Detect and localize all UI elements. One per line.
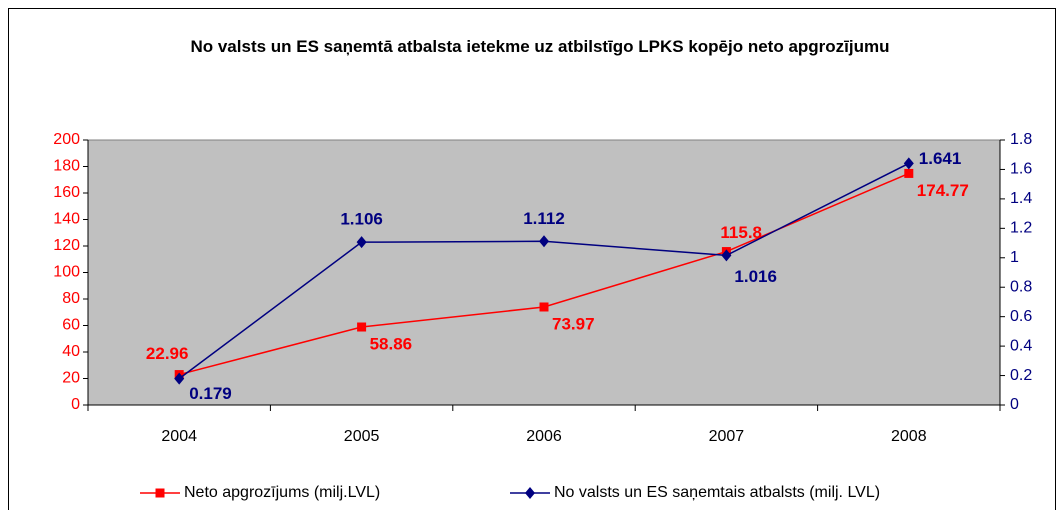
- y2-tick-label: 0.6: [1010, 308, 1032, 325]
- y2-tick-label: 0.8: [1010, 278, 1032, 295]
- data-label: 0.179: [189, 384, 232, 403]
- y-tick-label: 200: [53, 131, 80, 148]
- y2-tick-label: 1.2: [1010, 220, 1032, 237]
- legend-marker: [155, 488, 165, 498]
- marker: [539, 235, 549, 248]
- data-label: 1.106: [340, 210, 383, 229]
- legend-label: No valsts un ES saņemtais atbalsts (milj…: [554, 484, 880, 501]
- y-tick-label: 140: [53, 211, 80, 228]
- y-tick-label: 20: [62, 370, 80, 387]
- chart-title: No valsts un ES saņemtā atbalsta ietekme…: [190, 37, 890, 56]
- y2-tick-label: 1.4: [1010, 190, 1032, 207]
- legend-marker: [525, 487, 535, 499]
- y-tick-label: 100: [53, 264, 80, 281]
- y-tick-label: 80: [62, 290, 80, 307]
- data-label: 58.86: [370, 334, 413, 353]
- x-tick-label: 2008: [891, 428, 927, 445]
- plot-area: [87, 139, 1001, 406]
- y2-tick-label: 0.2: [1010, 367, 1032, 384]
- marker: [356, 236, 367, 249]
- y2-tick-label: 1.6: [1010, 161, 1032, 178]
- y2-tick-label: 1.8: [1010, 131, 1032, 148]
- y-tick-label: 120: [53, 237, 80, 254]
- data-label: 1.112: [523, 209, 565, 228]
- x-tick-label: 2004: [161, 428, 197, 445]
- data-label: 22.96: [146, 344, 189, 363]
- y2-tick-label: 0.4: [1010, 337, 1032, 354]
- marker: [539, 302, 549, 312]
- y-tick-label: 40: [62, 343, 80, 360]
- y2-tick-label: 0: [1010, 396, 1019, 413]
- data-label: 1.641: [919, 149, 962, 168]
- y-tick-label: 0: [71, 396, 80, 413]
- marker: [357, 322, 367, 332]
- marker: [174, 372, 185, 385]
- marker: [904, 168, 914, 178]
- x-tick-label: 2006: [526, 428, 562, 445]
- y-tick-label: 180: [53, 158, 80, 175]
- marker: [721, 249, 732, 262]
- data-label: 174.77: [917, 181, 969, 200]
- data-label: 115.8: [720, 223, 762, 242]
- y2-tick-label: 1: [1010, 249, 1019, 266]
- y-tick-label: 160: [53, 184, 80, 201]
- data-label: 73.97: [552, 314, 595, 333]
- x-tick-label: 2007: [709, 428, 745, 445]
- x-tick-label: 2005: [344, 428, 380, 445]
- marker: [903, 157, 914, 170]
- data-label: 1.016: [734, 267, 777, 286]
- y-tick-label: 60: [62, 317, 80, 334]
- legend-label: Neto apgrozījums (milj.LVL): [184, 484, 380, 501]
